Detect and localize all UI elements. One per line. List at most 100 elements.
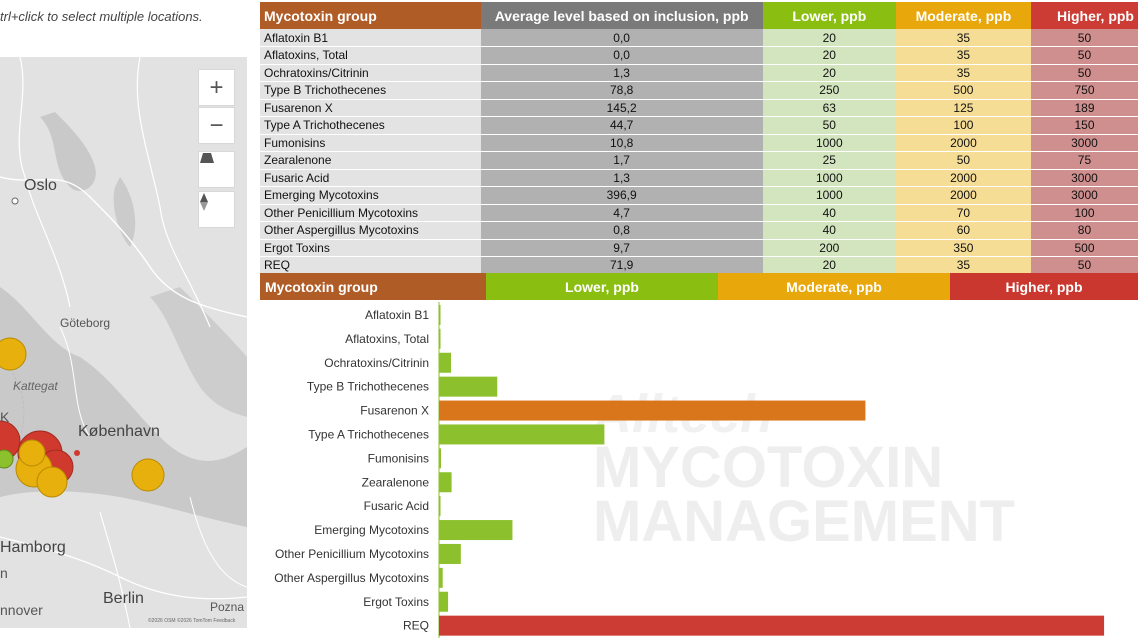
minus-icon: − xyxy=(209,111,224,139)
chart-bar[interactable] xyxy=(439,472,452,493)
cell-lower: 40 xyxy=(762,221,896,240)
cell-higher: 3000 xyxy=(1030,134,1138,152)
table-row[interactable]: Fusaric Acid 1,3 1000 2000 3000 xyxy=(260,169,1138,187)
legend-low: Lower, ppb xyxy=(486,273,718,300)
cell-mycotoxin-name: Other Aspergillus Mycotoxins xyxy=(260,221,481,240)
cell-average: 9,7 xyxy=(480,239,763,257)
chart-bar[interactable] xyxy=(439,424,605,445)
tilt-button[interactable] xyxy=(198,151,235,188)
chart-category-label: Emerging Mycotoxins xyxy=(314,523,429,537)
cell-average: 1,3 xyxy=(480,64,763,82)
table-row[interactable]: Aflatoxins, Total 0,0 20 35 50 xyxy=(260,46,1138,65)
chart-category-label: Aflatoxins, Total xyxy=(345,332,429,346)
table-row[interactable]: Type A Trichothecenes 44,7 50 100 150 xyxy=(260,116,1138,135)
map-label-fragment: n xyxy=(0,565,8,581)
map-label-goteborg: Göteborg xyxy=(60,316,111,330)
cell-moderate: 70 xyxy=(895,204,1031,222)
cell-moderate: 2000 xyxy=(895,134,1031,152)
chart-category-label: Ochratoxins/Citrinin xyxy=(324,356,429,370)
table-row[interactable]: Other Penicillium Mycotoxins 4,7 40 70 100 xyxy=(260,204,1138,222)
cell-mycotoxin-name: Ochratoxins/Citrinin xyxy=(260,64,481,82)
chart-category-label: REQ xyxy=(403,619,429,633)
cell-average: 1,7 xyxy=(480,151,763,170)
map-label-fragment-k: K xyxy=(0,409,10,425)
table-row[interactable]: Ochratoxins/Citrinin 1,3 20 35 50 xyxy=(260,64,1138,82)
cell-moderate: 35 xyxy=(895,46,1031,65)
chart-bar[interactable] xyxy=(439,591,449,612)
chart-bar[interactable] xyxy=(439,520,513,541)
table-row[interactable]: Zearalenone 1,7 25 50 75 xyxy=(260,151,1138,170)
cell-lower: 63 xyxy=(762,99,896,117)
cell-moderate: 35 xyxy=(895,29,1031,47)
cell-moderate: 100 xyxy=(895,116,1031,135)
chart-bar[interactable] xyxy=(439,304,441,325)
table-header-row: Mycotoxin group Average level based on i… xyxy=(260,2,1138,29)
cell-mycotoxin-name: Type B Trichothecenes xyxy=(260,81,481,100)
cell-moderate: 500 xyxy=(895,81,1031,100)
chart-bar[interactable] xyxy=(439,328,441,349)
legend-high: Higher, ppb xyxy=(950,273,1138,300)
location-markers xyxy=(0,337,165,498)
chart-category-label: Other Aspergillus Mycotoxins xyxy=(274,571,429,585)
cell-higher: 150 xyxy=(1030,116,1138,135)
cell-average: 71,9 xyxy=(480,256,763,275)
map-label-berlin: Berlin xyxy=(103,590,144,607)
table-row[interactable]: Ergot Toxins 9,7 200 350 500 xyxy=(260,239,1138,257)
cell-higher: 50 xyxy=(1030,256,1138,275)
map-attribution: ©2026 OSM ©2026 TomTom Feedback xyxy=(148,618,236,624)
header-lower[interactable]: Lower, ppb xyxy=(762,2,896,29)
table-row[interactable]: Other Aspergillus Mycotoxins 0,8 40 60 80 xyxy=(260,221,1138,240)
cell-mycotoxin-name: Ergot Toxins xyxy=(260,239,481,257)
cell-mycotoxin-name: Aflatoxin B1 xyxy=(260,29,481,47)
cell-lower: 20 xyxy=(762,256,896,275)
cell-average: 0,0 xyxy=(480,29,763,47)
chart-bar[interactable] xyxy=(439,352,452,373)
table-row[interactable]: Emerging Mycotoxins 396,9 1000 2000 3000 xyxy=(260,186,1138,205)
chart-bar[interactable] xyxy=(439,400,866,421)
map-label-poznan: Pozna xyxy=(210,600,245,614)
cell-higher: 50 xyxy=(1030,29,1138,47)
chart-bar[interactable] xyxy=(439,543,461,564)
cell-mycotoxin-name: Emerging Mycotoxins xyxy=(260,186,481,205)
map-label-kobenhavn: København xyxy=(78,423,160,440)
cell-moderate: 350 xyxy=(895,239,1031,257)
cell-average: 78,8 xyxy=(480,81,763,100)
perspective-icon xyxy=(200,153,214,163)
table-row[interactable]: Fusarenon X 145,2 63 125 189 xyxy=(260,99,1138,117)
cell-higher: 3000 xyxy=(1030,186,1138,205)
chart-bar[interactable] xyxy=(439,376,498,397)
header-mycotoxin-group[interactable]: Mycotoxin group xyxy=(260,2,481,29)
chart-bar[interactable] xyxy=(439,567,443,588)
cell-average: 4,7 xyxy=(480,204,763,222)
map-label-kattegat: Kattegat xyxy=(13,379,58,393)
chart-bar[interactable] xyxy=(439,496,441,517)
chart-bar[interactable] xyxy=(439,448,442,469)
cell-lower: 1000 xyxy=(762,134,896,152)
map-label-hannover: nnover xyxy=(0,602,43,618)
header-average-level[interactable]: Average level based on inclusion, ppb xyxy=(480,2,763,29)
header-higher[interactable]: Higher, ppb xyxy=(1030,2,1138,29)
chart-legend-bar: Mycotoxin group Lower, ppb Moderate, ppb… xyxy=(260,273,1138,300)
table-row[interactable]: Aflatoxin B1 0,0 20 35 50 xyxy=(260,29,1138,47)
table-row[interactable]: REQ 71,9 20 35 50 xyxy=(260,256,1138,275)
table-row[interactable]: Fumonisins 10,8 1000 2000 3000 xyxy=(260,134,1138,152)
cell-lower: 25 xyxy=(762,151,896,170)
zoom-in-button[interactable]: + xyxy=(198,69,235,106)
location-map[interactable]: Oslo Göteborg Kattegat København Hamborg… xyxy=(0,57,247,628)
table-row[interactable]: Type B Trichothecenes 78,8 250 500 750 xyxy=(260,81,1138,100)
mycotoxin-bar-chart: Alltech MYCOTOXIN MANAGEMENT Aflatoxin B… xyxy=(258,302,1138,638)
header-moderate[interactable]: Moderate, ppb xyxy=(895,2,1031,29)
plus-icon: + xyxy=(209,73,224,101)
cell-higher: 75 xyxy=(1030,151,1138,170)
compass-button[interactable] xyxy=(198,191,235,228)
compass-icon xyxy=(200,193,208,211)
cell-higher: 100 xyxy=(1030,204,1138,222)
chart-category-label: Ergot Toxins xyxy=(363,595,429,609)
cell-moderate: 60 xyxy=(895,221,1031,240)
cell-moderate: 125 xyxy=(895,99,1031,117)
cell-mycotoxin-name: Fusaric Acid xyxy=(260,169,481,187)
cell-mycotoxin-name: Type A Trichothecenes xyxy=(260,116,481,135)
chart-bar[interactable] xyxy=(439,615,1105,636)
zoom-out-button[interactable]: − xyxy=(198,107,235,144)
